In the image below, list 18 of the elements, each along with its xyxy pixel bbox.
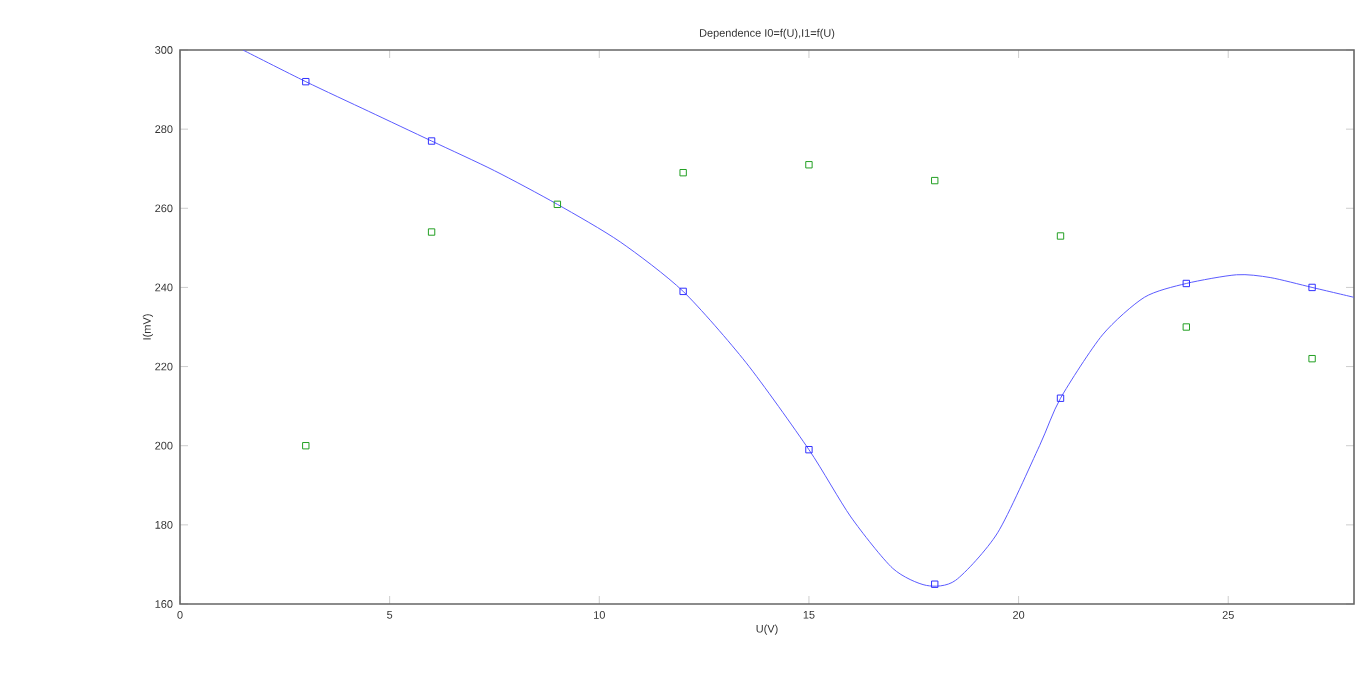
point	[679, 287, 687, 296]
point	[427, 137, 436, 145]
point	[805, 445, 813, 454]
point	[302, 77, 310, 86]
point	[553, 200, 562, 209]
line-series	[242, 50, 1355, 587]
point	[1056, 232, 1065, 240]
point	[1182, 279, 1190, 288]
point	[1308, 283, 1316, 292]
point	[805, 161, 813, 169]
point	[1056, 394, 1065, 402]
point	[1182, 323, 1190, 331]
point	[931, 176, 939, 185]
point	[679, 168, 687, 177]
point	[427, 228, 436, 236]
point	[1308, 354, 1316, 363]
point	[302, 442, 310, 450]
point	[931, 580, 939, 588]
